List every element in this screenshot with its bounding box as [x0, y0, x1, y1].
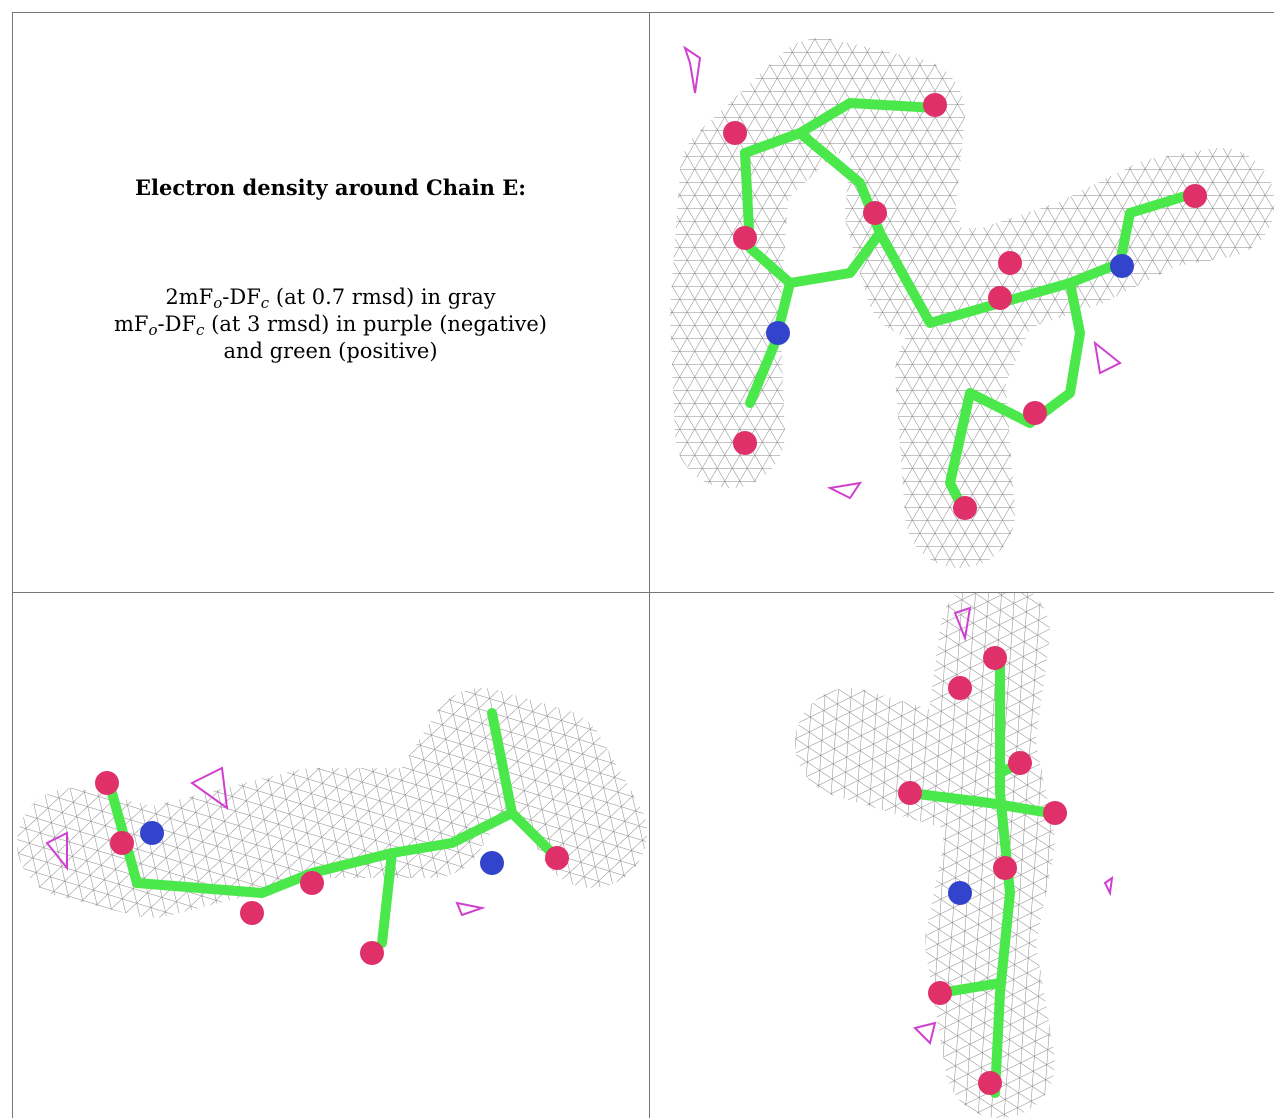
- table-border: [12, 592, 1274, 593]
- oxygen-atom: [953, 496, 977, 520]
- oxygen-atom: [110, 831, 134, 855]
- oxygen-atom: [1043, 801, 1067, 825]
- caption-line: 2mFo-DFc (at 0.7 rmsd) in gray: [12, 284, 649, 311]
- oxygen-atom: [863, 201, 887, 225]
- table-border: [12, 12, 13, 1118]
- bond-sticks: [990, 658, 1015, 1098]
- bond-sticks: [1065, 188, 1200, 288]
- subscript: o: [148, 321, 158, 339]
- oxygen-atom: [923, 93, 947, 117]
- oxygen-atom: [360, 941, 384, 965]
- oxygen-atom: [733, 226, 757, 250]
- structure-image: [650, 13, 1274, 592]
- oxygen-atom: [928, 981, 952, 1005]
- caption-text: -DF: [157, 312, 197, 336]
- oxygen-atom: [998, 251, 1022, 275]
- table-border: [649, 12, 650, 1118]
- caption-text: (at 0.7 rmsd) in gray: [269, 285, 496, 309]
- caption-line: and green (positive): [12, 338, 649, 365]
- oxygen-atom: [988, 286, 1012, 310]
- oxygen-atom: [95, 771, 119, 795]
- nitrogen-atom: [140, 821, 164, 845]
- oxygen-atom: [1023, 401, 1047, 425]
- caption-text: (at 3 rmsd) in purple (negative): [204, 312, 547, 336]
- mesh-lines: [650, 13, 1274, 592]
- oxygen-atom: [723, 121, 747, 145]
- density-mesh: [12, 593, 649, 1118]
- caption-text: mF: [114, 312, 149, 336]
- bond-sticks: [875, 228, 1085, 518]
- density-mesh: [650, 13, 1274, 592]
- negative-density: [683, 45, 702, 94]
- negative-density: [826, 481, 863, 500]
- oxygen-atom: [948, 676, 972, 700]
- negative-density: [455, 901, 486, 917]
- oxygen-atom: [545, 846, 569, 870]
- oxygen-atom: [1008, 751, 1032, 775]
- oxygen-atom: [993, 856, 1017, 880]
- bond-sticks: [905, 788, 1055, 818]
- oxygen-atom: [733, 431, 757, 455]
- oxygen-atom: [300, 871, 324, 895]
- bond-sticks: [107, 708, 517, 898]
- oxygen-atom: [1183, 184, 1207, 208]
- mesh-lines: [650, 593, 1274, 1118]
- negative-density: [953, 606, 972, 642]
- subscript: c: [260, 294, 270, 312]
- negative-density: [190, 766, 229, 811]
- cell-title: Electron density around Chain E:: [135, 175, 526, 200]
- caption: 2mFo-DFc (at 0.7 rmsd) in gray mFo-DFc (a…: [12, 284, 649, 365]
- table-border: [12, 12, 1274, 13]
- caption-text: and green (positive): [223, 339, 438, 363]
- oxygen-atom: [240, 901, 264, 925]
- nitrogen-atom: [1110, 254, 1134, 278]
- oxygen-atom: [983, 646, 1007, 670]
- mesh-lines: [12, 593, 649, 1118]
- nitrogen-atom: [948, 881, 972, 905]
- negative-density: [1103, 875, 1114, 897]
- oxygen-atom: [978, 1071, 1002, 1095]
- oxygen-atom: [898, 781, 922, 805]
- nitrogen-atom: [480, 851, 504, 875]
- nitrogen-atom: [766, 321, 790, 345]
- structure-image: [12, 593, 649, 1118]
- bond-sticks: [377, 848, 397, 948]
- negative-density: [913, 1021, 937, 1045]
- subscript: c: [196, 321, 205, 339]
- structure-image: [650, 593, 1274, 1118]
- caption-text: -DF: [222, 285, 261, 309]
- negative-density: [1093, 340, 1122, 375]
- negative-density: [45, 831, 68, 871]
- density-mesh: [650, 593, 1274, 1118]
- subscript: o: [213, 294, 223, 312]
- caption-text: 2mF: [165, 285, 214, 309]
- caption-line: mFo-DFc (at 3 rmsd) in purple (negative): [12, 311, 649, 338]
